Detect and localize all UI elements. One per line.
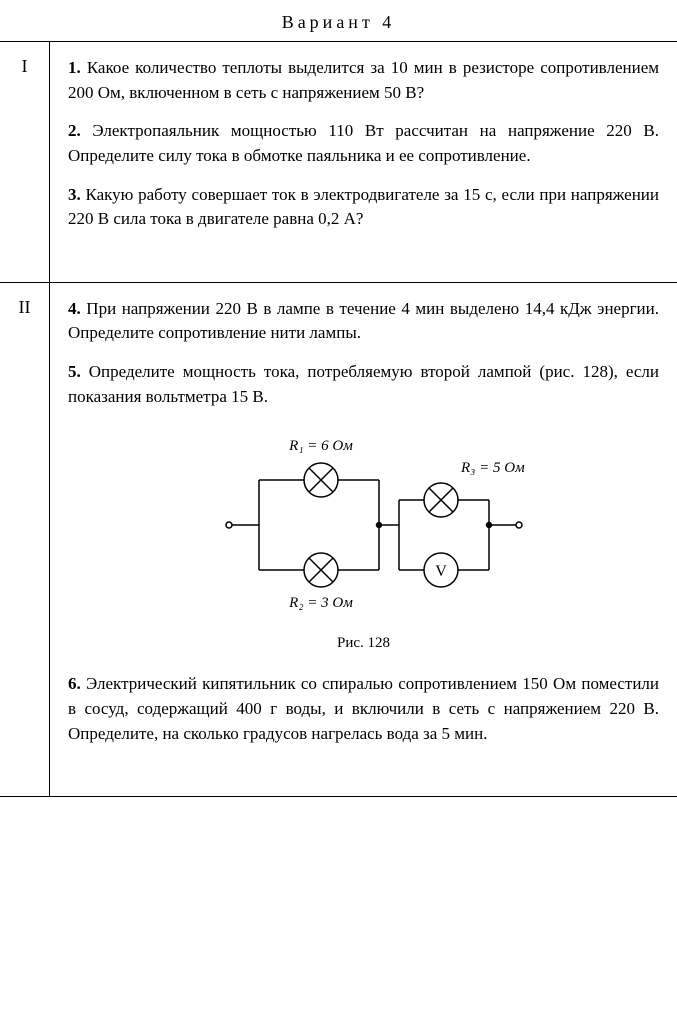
problem-num: 6.	[68, 674, 81, 693]
problem-num: 2.	[68, 121, 81, 140]
section-content-2: 4. При напряжении 220 В в лампе в течени…	[50, 283, 677, 796]
r1-label: R₁ = 6 Ом	[288, 438, 353, 454]
problem-4: 4. При напряжении 220 В в лампе в течени…	[68, 297, 659, 346]
problem-text: При напряжении 220 В в лампе в течение 4…	[68, 299, 659, 343]
problem-num: 4.	[68, 299, 81, 318]
problems-table: I 1. Какое количество теплоты выделится …	[0, 41, 677, 797]
section-label-2: II	[0, 283, 50, 796]
problem-text: Какую работу совершает ток в электродвиг…	[68, 185, 659, 229]
section-content-1: 1. Какое количество теплоты выделится за…	[50, 42, 677, 282]
problem-text: Определите мощность тока, потребляемую в…	[68, 362, 659, 406]
problem-num: 3.	[68, 185, 81, 204]
r2-label: R₂ = 3 Ом	[288, 595, 353, 611]
section-row-1: I 1. Какое количество теплоты выделится …	[0, 42, 677, 283]
circuit-caption: Рис. 128	[337, 635, 390, 652]
problem-num: 5.	[68, 362, 81, 381]
problem-1: 1. Какое количество теплоты выделится за…	[68, 56, 659, 105]
r3-label: R₃ = 5 Ом	[460, 460, 525, 476]
problem-2: 2. Электропаяльник мощностью 110 Вт расс…	[68, 119, 659, 168]
problem-text: Электропаяльник мощностью 110 Вт рассчит…	[68, 121, 659, 165]
problem-text: Электрический кипятильник со спиралью со…	[68, 674, 659, 742]
section-row-2: II 4. При напряжении 220 В в лампе в теч…	[0, 283, 677, 797]
circuit-svg: R₁ = 6 Ом R₂ = 3 Ом R₃ = 5 Ом V	[199, 425, 529, 625]
section-label-1: I	[0, 42, 50, 282]
problem-text: Какое количество теплоты выделится за 10…	[68, 58, 659, 102]
page-title: Вариант 4	[0, 0, 677, 41]
voltmeter-label: V	[435, 563, 447, 580]
circuit-diagram: R₁ = 6 Ом R₂ = 3 Ом R₃ = 5 Ом V Рис. 128	[68, 425, 659, 652]
problem-6: 6. Электрический кипятильник со спиралью…	[68, 672, 659, 746]
problem-3: 3. Какую работу совершает ток в электрод…	[68, 183, 659, 232]
problem-5: 5. Определите мощность тока, потребляему…	[68, 360, 659, 409]
problem-num: 1.	[68, 58, 81, 77]
